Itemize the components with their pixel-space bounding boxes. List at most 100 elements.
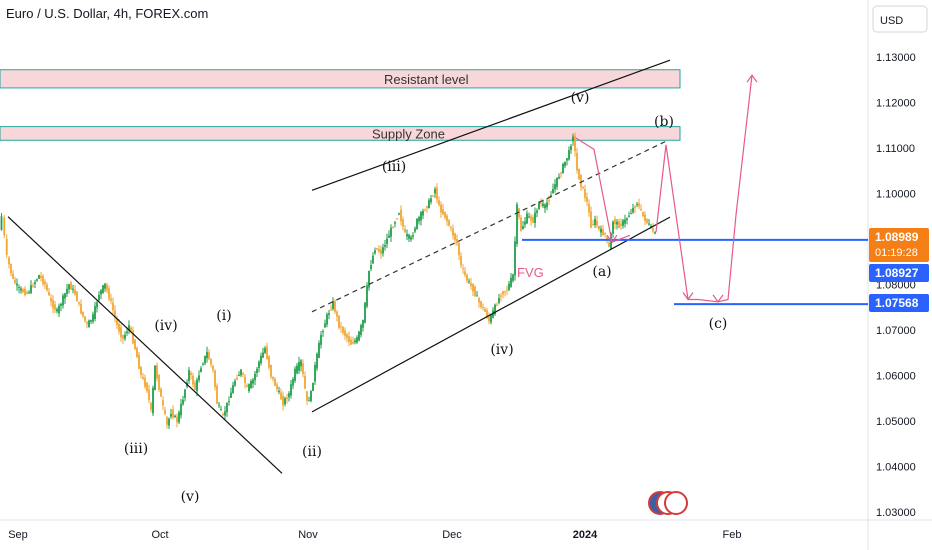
candle-body — [42, 275, 44, 284]
x-tick-label: Nov — [298, 529, 318, 541]
candle-body — [352, 342, 354, 344]
candle-body — [446, 215, 448, 222]
x-tick-label: Dec — [442, 529, 462, 541]
candle-body — [16, 283, 18, 286]
currency-button[interactable] — [872, 5, 928, 33]
candle-body — [418, 217, 420, 222]
candle-body — [244, 376, 246, 384]
candle-body — [576, 152, 578, 171]
wave-label: (iii) — [124, 441, 148, 457]
candle-body — [636, 204, 638, 206]
candle-body — [512, 274, 514, 281]
candle-body — [144, 377, 146, 387]
currency-button-label: USD — [880, 15, 903, 27]
candle-body — [510, 277, 512, 287]
candle-body — [162, 400, 164, 406]
candle-body — [246, 385, 248, 387]
candle-body — [294, 368, 296, 381]
candle-body — [388, 235, 390, 238]
candle-body — [598, 226, 600, 230]
price-badge-2 — [869, 294, 929, 312]
candle-body — [338, 315, 340, 328]
candle-body — [32, 285, 34, 287]
candle-body — [326, 314, 328, 325]
candle-body — [94, 306, 96, 320]
candle-body — [96, 302, 98, 308]
arrow-head-icon — [682, 292, 694, 301]
candle-body — [496, 304, 498, 306]
price-badge-value: 1.08927 — [875, 266, 919, 280]
candle-body — [628, 215, 630, 217]
candle-body — [110, 298, 112, 301]
candle-body — [120, 327, 122, 338]
candle-body — [22, 289, 24, 293]
candle-body — [182, 399, 184, 405]
wave-label: (ii) — [302, 444, 322, 460]
candle-body — [466, 274, 468, 281]
candle-body — [460, 256, 462, 266]
candle-body — [452, 228, 454, 236]
candle-body — [200, 368, 202, 372]
candle-body — [480, 301, 482, 308]
arrow-head-icon — [746, 74, 758, 83]
candle-body — [58, 305, 60, 314]
price-badge-sub: 01:19:28 — [875, 247, 918, 259]
candle-body — [372, 255, 374, 264]
candle-body — [634, 206, 636, 208]
candle-body — [312, 382, 314, 391]
candle-body — [600, 228, 602, 233]
flag-icon[interactable] — [648, 491, 688, 515]
candle-body — [288, 393, 290, 398]
candle-body — [572, 136, 574, 142]
candle-body — [154, 365, 156, 391]
candle-body — [412, 235, 414, 237]
candle-body — [402, 219, 404, 227]
candle-body — [384, 244, 386, 247]
x-tick-label: Feb — [723, 529, 742, 541]
candle-body — [350, 339, 352, 345]
y-tick-label: 1.06000 — [876, 371, 916, 383]
candle-body — [20, 288, 22, 291]
candle-body — [638, 203, 640, 207]
candle-body — [528, 216, 530, 218]
candle-body — [332, 300, 334, 310]
candle-body — [168, 418, 170, 426]
candle-body — [266, 346, 268, 359]
candle-body — [280, 392, 282, 400]
candle-body — [240, 369, 242, 376]
candle-body — [256, 368, 258, 374]
candle-body — [578, 168, 580, 180]
candle-body — [242, 373, 244, 375]
candle-body — [64, 293, 66, 299]
y-tick-label: 1.12000 — [876, 98, 916, 110]
candle-body — [630, 213, 632, 215]
candle-body — [422, 210, 424, 216]
candle-body — [552, 189, 554, 194]
candle-body — [584, 188, 586, 199]
candle-body — [72, 288, 74, 290]
candle-body — [132, 330, 134, 344]
candle-body — [134, 339, 136, 350]
zone-label-1: Supply Zone — [372, 126, 445, 141]
candle-body — [250, 380, 252, 389]
candle-body — [54, 304, 56, 311]
candle-body — [222, 414, 224, 416]
candle-body — [654, 232, 656, 234]
candle-body — [82, 311, 84, 317]
candle-body — [106, 284, 108, 291]
candle-body — [308, 400, 310, 402]
candle-body — [358, 331, 360, 341]
y-tick-label: 1.07000 — [876, 325, 916, 337]
candle-body — [436, 187, 438, 200]
candle-body — [220, 409, 222, 411]
candle-body — [306, 391, 308, 401]
candle-body — [126, 331, 128, 334]
candle-body — [622, 220, 624, 226]
candle-body — [540, 203, 542, 205]
candle-body — [348, 336, 350, 342]
candle-body — [204, 355, 206, 364]
candle-body — [560, 172, 562, 174]
candle-body — [612, 221, 614, 234]
candle-body — [68, 284, 70, 290]
